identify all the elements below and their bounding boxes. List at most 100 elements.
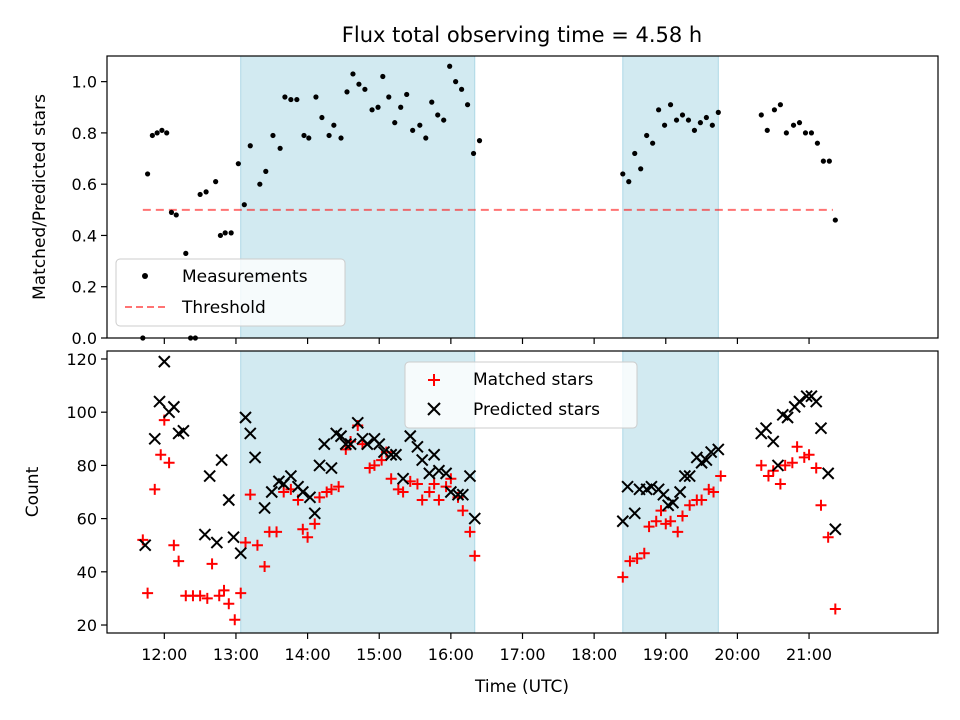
predicted-star-point [222,493,235,507]
predicted-star-point [657,488,670,501]
measurement-point [235,161,241,167]
measurement-point [673,117,680,123]
measurement-point [168,209,175,215]
measurement-point [173,212,179,218]
bottom-y-axis-ticks: 20 40 60 80 100 120 [66,350,107,635]
legend-predicted-marker [427,402,441,416]
measurement-point [476,138,483,144]
top-y-axis-ticks: 0.0 0.2 0.4 0.6 0.8 1.0 [72,73,107,348]
predicted-star-point [683,469,696,483]
measurement-point [217,232,224,239]
matched-star-point [786,457,798,469]
matched-star-point [822,531,834,543]
matched-star-point [650,515,662,527]
measurement-point [144,171,151,177]
measurement-point [656,107,662,113]
predicted-star-point [821,467,835,480]
measurement-point [392,120,398,126]
matched-star-point [624,555,636,567]
measurement-point [814,140,821,146]
bottom-panel: 20 40 60 80 100 120 12:00 13:00 14:00 15:00 16:00… [23,350,939,697]
bottom-legend: Matched stars Predicted stars [404,361,638,429]
x-tick-label: 18:00 [571,645,617,664]
predicted-star-point [177,424,190,438]
matched-star-point [696,494,708,506]
measurement-point [796,120,803,126]
bottom-legend-box [404,361,638,429]
measurement-point [638,166,644,172]
matched-star-point [278,486,290,498]
predicted-star-point [423,467,436,480]
x-tick-label: 20:00 [714,645,760,664]
matched-star-point [213,590,225,602]
measurement-point [222,230,228,236]
matched-star-point [302,531,314,543]
measurement-point [667,102,674,108]
predicted-star-point [712,443,725,456]
predicted-star-point [829,523,842,536]
matched-star-point [676,510,688,522]
predicted-star-point [427,448,441,461]
predicted-star-point [793,395,806,408]
predicted-star-point [303,491,317,504]
matched-star-point [333,481,345,493]
predicted-star-point [645,480,658,493]
measurement-point [306,135,312,141]
matched-star-point [660,518,672,530]
measurement-point [764,127,770,133]
predicted-star-point [673,485,687,499]
predicted-star-point [158,355,171,368]
matched-star-point [218,584,230,596]
measurement-point [257,181,263,187]
predicted-star-point [227,531,240,544]
matched-star-point [762,470,774,482]
predicted-star-point [265,485,278,499]
predicted-star-point [781,411,794,424]
matched-star-point [325,483,337,495]
predicted-star-point [704,445,718,459]
matched-star-point [631,553,643,565]
measurement-point [715,109,721,115]
y-tick-label: 100 [66,403,97,422]
measurement-point [417,122,423,128]
measurement-point [820,158,826,164]
measurement-point [164,130,170,136]
measurement-point [435,112,441,118]
bottom-y-axis-label: Count [23,466,43,517]
predicted-star-point [244,427,257,440]
measurement-point [294,96,300,103]
measurement-point [386,94,392,100]
measurement-point [154,130,160,136]
measurement-point [404,91,410,98]
measurement-point [679,112,686,118]
y-tick-label: 1.0 [72,73,97,92]
matched-star-point [244,489,256,501]
measurement-point [410,127,416,133]
matched-star-point [223,598,235,610]
measurement-point [644,132,650,139]
predicted-star-point [284,469,298,483]
y-tick-label: 20 [77,616,97,635]
matched-star-point [755,459,767,471]
measurement-point [197,191,203,198]
x-tick-label: 12:00 [141,645,187,664]
measurement-point [771,107,778,113]
predicted-star-point [666,496,680,509]
x-tick-label: 13:00 [213,645,259,664]
measurement-point [632,150,638,157]
measurements-series [140,63,838,341]
matched-star-point [364,462,376,474]
measurement-point [832,217,838,223]
y-tick-label: 120 [66,350,97,369]
predicted-star-point [377,445,391,459]
predicted-star-point [148,432,161,445]
measurement-point [447,63,453,69]
predicted-star-point [325,461,338,475]
matched-star-point [715,470,727,482]
y-tick-label: 0.0 [72,329,97,348]
measurement-point [213,179,219,185]
y-tick-label: 80 [77,456,97,475]
x-tick-label: 16:00 [428,645,474,664]
matched-star-point [411,478,423,490]
